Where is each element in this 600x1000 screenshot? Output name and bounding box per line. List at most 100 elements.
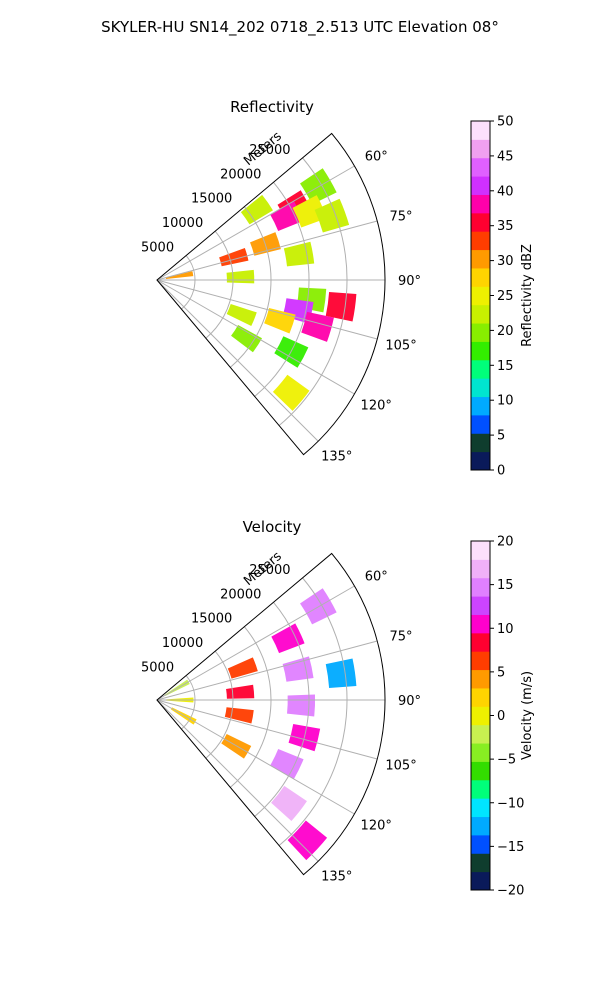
- colorbar-label: Reflectivity dBZ: [520, 244, 535, 347]
- colorbar-tick-label: 40: [497, 184, 514, 199]
- range-ring: [278, 577, 348, 846]
- range-ring: [254, 601, 310, 817]
- colorbar-swatch: [471, 323, 490, 342]
- radar-cell: [226, 684, 255, 699]
- azimuth-tick-label: 75°: [390, 210, 413, 225]
- colorbar-swatch: [471, 871, 490, 891]
- colorbar-tick-label: 10: [497, 622, 514, 637]
- azimuth-spoke: [156, 279, 355, 395]
- colorbar-tick-label: 20: [497, 535, 514, 550]
- colorbar-tick-label: 15: [497, 359, 514, 374]
- radial-tick-label: 25000: [249, 563, 290, 578]
- radar-cell: [271, 623, 305, 654]
- radar-cell: [264, 307, 296, 334]
- colorbar-tick-label: 10: [497, 394, 514, 409]
- radar-cell: [227, 657, 258, 679]
- radar-cell: [325, 292, 357, 322]
- colorbar-swatch: [471, 304, 490, 324]
- colorbar-tick-label: −20: [497, 884, 524, 899]
- colorbar-swatch: [471, 433, 490, 453]
- colorbar-swatch: [471, 157, 490, 177]
- radar-cell: [231, 324, 263, 353]
- radar-cell: [325, 658, 357, 688]
- colorbar-swatch: [471, 396, 490, 416]
- radar-cell: [314, 198, 350, 233]
- radar-cell: [270, 748, 304, 780]
- colorbar-swatch: [471, 779, 490, 799]
- radial-tick-label: 10000: [162, 216, 203, 231]
- colorbar-swatch: [471, 414, 490, 434]
- radar-field: [164, 588, 357, 861]
- colorbar-swatch: [471, 286, 490, 306]
- range-ring: [254, 181, 310, 397]
- radial-tick-label: 15000: [191, 192, 232, 207]
- radar-cell: [226, 303, 257, 326]
- radar-cell: [287, 820, 328, 861]
- colorbar-swatch: [471, 121, 490, 140]
- colorbar-swatch: [471, 176, 490, 195]
- azimuth-tick-label: 90°: [398, 694, 421, 709]
- azimuth-tick-label: 120°: [361, 398, 392, 413]
- colorbar-tick-label: 5: [497, 665, 505, 680]
- colorbar-tick-label: 30: [497, 254, 514, 269]
- radar-cell: [283, 241, 315, 267]
- colorbar-tick-label: −5: [497, 753, 516, 768]
- range-ring: [205, 230, 234, 339]
- radar-cell: [271, 785, 307, 822]
- colorbar-swatch: [471, 853, 490, 873]
- colorbar-swatch: [471, 632, 490, 652]
- colorbar-swatch: [471, 194, 490, 214]
- azimuth-tick-label: 105°: [385, 338, 416, 353]
- azimuth-spoke: [156, 220, 378, 281]
- colorbar-swatch: [471, 651, 490, 671]
- colorbar-swatch: [471, 249, 490, 269]
- azimuth-spoke: [156, 165, 355, 281]
- reflectivity-panel: Reflectivity500010000150002000025000Mete…: [141, 98, 535, 479]
- colorbar-swatch: [471, 577, 490, 597]
- radar-cell: [282, 656, 314, 682]
- azimuth-spoke: [156, 585, 355, 701]
- radar-cell: [165, 271, 194, 280]
- colorbar-tick-label: −10: [497, 796, 524, 811]
- colorbar-tick-label: 0: [497, 464, 505, 479]
- colorbar-tick-label: 25: [497, 289, 514, 304]
- figure-suptitle: SKYLER-HU SN14_202 0718_2.513 UTC Elevat…: [101, 18, 499, 37]
- radar-cell: [224, 707, 254, 724]
- colorbar-tick-label: 15: [497, 578, 514, 593]
- colorbar-swatch: [471, 341, 490, 361]
- colorbar-swatch: [471, 231, 490, 251]
- colorbar-swatch: [471, 834, 490, 854]
- azimuth-spoke: [156, 640, 378, 701]
- radial-tick-label: 20000: [220, 587, 261, 602]
- radial-tick-label: 25000: [249, 143, 290, 158]
- colorbar: 0 5 10 15 20 25 30 35 40 45 50 Reflectivity dBZ: [470, 115, 535, 479]
- colorbar-tick-label: 35: [497, 219, 514, 234]
- colorbar-tick-label: 50: [497, 115, 514, 130]
- colorbar-swatch: [471, 139, 490, 159]
- colorbar: −20 −15 −10 −5 0 5 10 15 20 Velocity (m/s): [470, 535, 535, 899]
- range-ring: [229, 206, 272, 368]
- azimuth-tick-label: 90°: [398, 274, 421, 289]
- colorbar-swatch: [471, 212, 490, 232]
- azimuth-tick-label: 60°: [365, 150, 388, 165]
- azimuth-spoke: [156, 699, 378, 760]
- colorbar-tick-label: −15: [497, 840, 524, 855]
- azimuth-spoke: [156, 279, 319, 442]
- panel-title: Reflectivity: [230, 98, 314, 116]
- colorbar-tick-label: 20: [497, 324, 514, 339]
- colorbar-swatch: [471, 267, 490, 287]
- azimuth-tick-label: 135°: [321, 870, 352, 885]
- colorbar-swatch: [471, 541, 490, 560]
- colorbar-swatch: [471, 378, 490, 398]
- colorbar-swatch: [471, 669, 490, 689]
- colorbar-swatch: [471, 816, 490, 836]
- range-ring: [205, 650, 234, 759]
- azimuth-tick-label: 105°: [385, 758, 416, 773]
- azimuth-spoke: [156, 279, 378, 340]
- sector-frame: [156, 552, 386, 876]
- radar-cell: [226, 269, 255, 284]
- azimuth-tick-label: 135°: [321, 450, 352, 465]
- colorbar-label: Velocity (m/s): [520, 671, 535, 760]
- radial-tick-label: 20000: [220, 167, 261, 182]
